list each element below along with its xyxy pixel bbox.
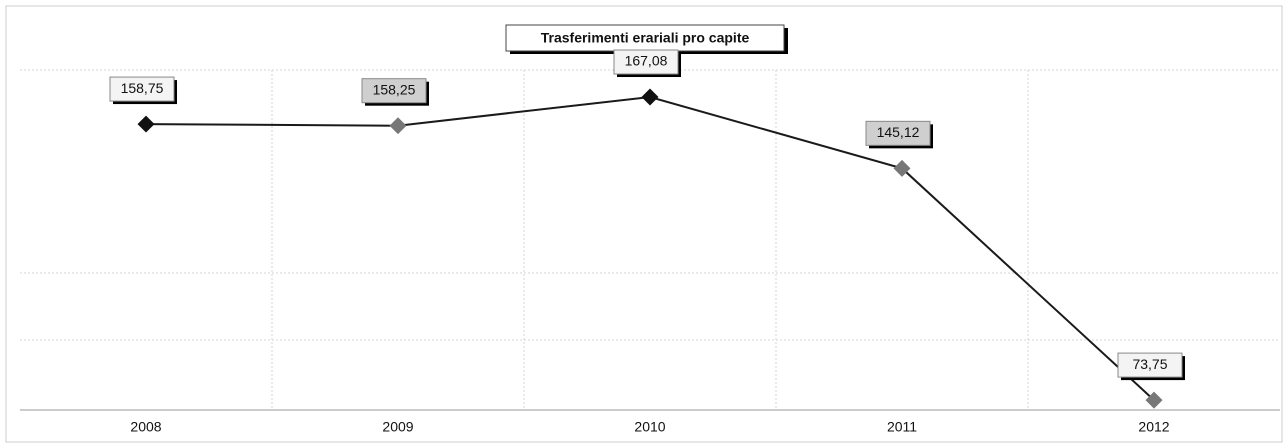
label-box xyxy=(865,120,931,146)
chart-frame xyxy=(5,5,1283,443)
marker xyxy=(137,115,155,133)
data-label: 167,08 xyxy=(625,53,668,69)
x-tick-label: 2009 xyxy=(382,419,413,435)
x-tick-label: 2008 xyxy=(130,419,161,435)
title-box xyxy=(505,24,785,52)
x-tick-label: 2011 xyxy=(887,419,917,435)
x-tick-label: 2010 xyxy=(634,419,665,435)
marker xyxy=(641,88,659,106)
data-label: 158,75 xyxy=(121,80,164,96)
chart-title: Trasferimenti erariali pro capite xyxy=(541,30,750,46)
label-box xyxy=(361,78,427,104)
label-box xyxy=(613,49,679,75)
data-label: 73,75 xyxy=(1132,356,1167,372)
label-box xyxy=(1117,352,1183,378)
x-tick-label: 2012 xyxy=(1138,419,1169,435)
data-label: 158,25 xyxy=(373,81,416,97)
data-label: 145,12 xyxy=(877,124,920,140)
marker xyxy=(893,159,911,177)
label-box xyxy=(109,76,175,102)
